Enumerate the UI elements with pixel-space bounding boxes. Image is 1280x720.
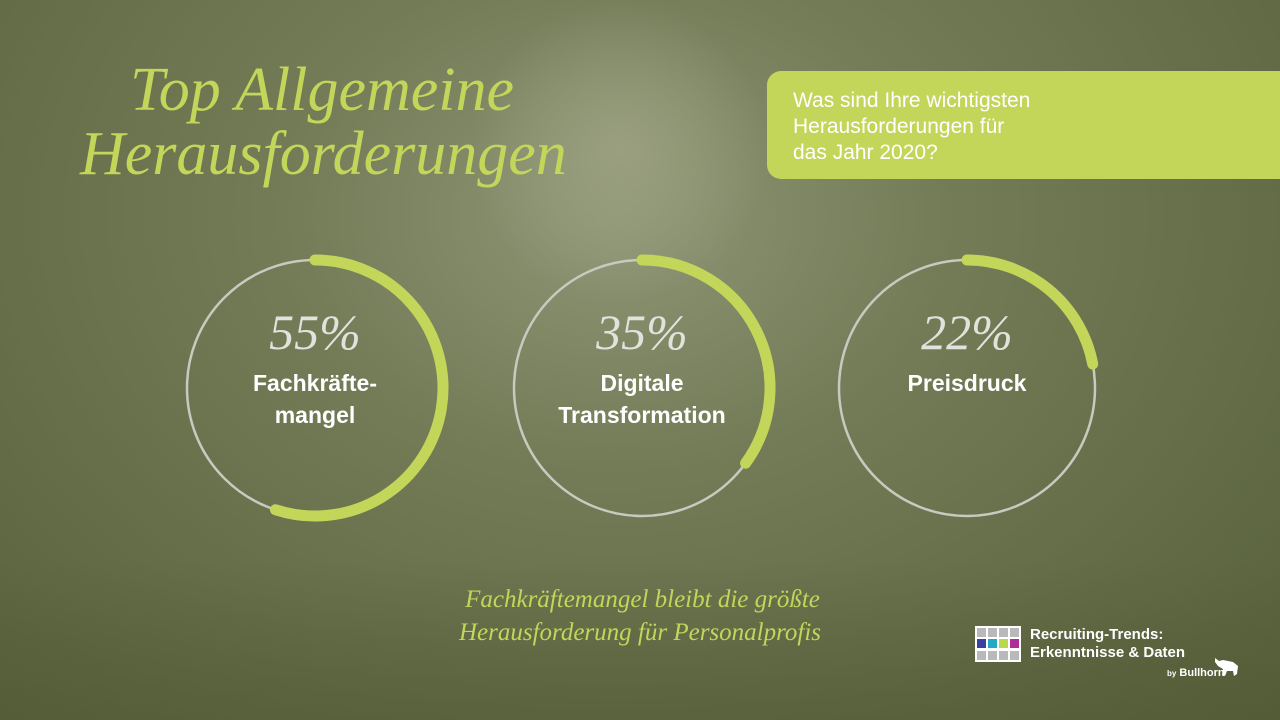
ring-label: Digitale Transformation [507,367,777,431]
question-line: Was sind Ihre wichtigsten [793,89,1031,112]
caption: Fachkräftemangel bleibt die größte Herau… [0,583,1280,649]
percent-label: 22% [921,304,1013,360]
by-label: by [1167,669,1177,678]
ring-label-line: Transformation [558,402,726,428]
question-banner: Was sind Ihre wichtigsten Herausforderun… [767,71,1280,179]
background-glow [470,0,770,300]
logo-text: Recruiting-Trends: Erkenntnisse & Daten [1030,626,1185,662]
ring-label: Fachkräfte- mangel [180,367,450,431]
recruiting-trends-logo: Recruiting-Trends: Erkenntnisse & Daten … [975,626,1245,682]
ring-label-line: mangel [274,402,356,428]
ring-graphic [185,254,449,522]
ring-progress-arc [636,254,776,469]
title-line: Herausforderungen [80,120,567,188]
progress-ring-digitale-transformation: 35% Digitale Transformation [507,253,777,523]
title-line: Top Allgemeine [130,56,515,124]
ring-label-line: Digitale [600,370,684,396]
ring-progress-arc [961,254,1099,370]
progress-ring-fachkraeftemangel: 55% Fachkräfte- mangel [180,253,450,523]
brand-name: Bullhorn [1179,667,1225,679]
progress-ring-preisdruck: 22% Preisdruck [832,253,1102,523]
percent-label: 55% [269,304,361,360]
caption-line: Fachkräftemangel bleibt die größte [465,586,820,613]
logo-line: Recruiting-Trends: [1030,626,1164,643]
ring-progress-arc [269,254,449,522]
ring-label: Preisdruck [832,367,1102,399]
ring-label-line: Fachkräfte- [253,370,377,396]
caption-line: Herausforderung für Personalprofis [458,619,822,646]
percent-label: 35% [596,304,688,360]
bullhorn-brand: by Bullhorn [1167,667,1225,679]
ring-graphic [837,254,1099,518]
bull-icon [1215,658,1238,676]
page-title: Top Allgemeine Herausforderungen [80,58,567,186]
background-shade [0,560,1280,720]
question-line: Herausforderungen für [793,115,1005,138]
ring-graphic [512,254,776,518]
ring-label-line: Preisdruck [907,370,1027,396]
grid-logo-icon [975,626,1021,662]
logo-line: Erkenntnisse & Daten [1030,644,1186,661]
question-line: das Jahr 2020? [793,141,938,164]
